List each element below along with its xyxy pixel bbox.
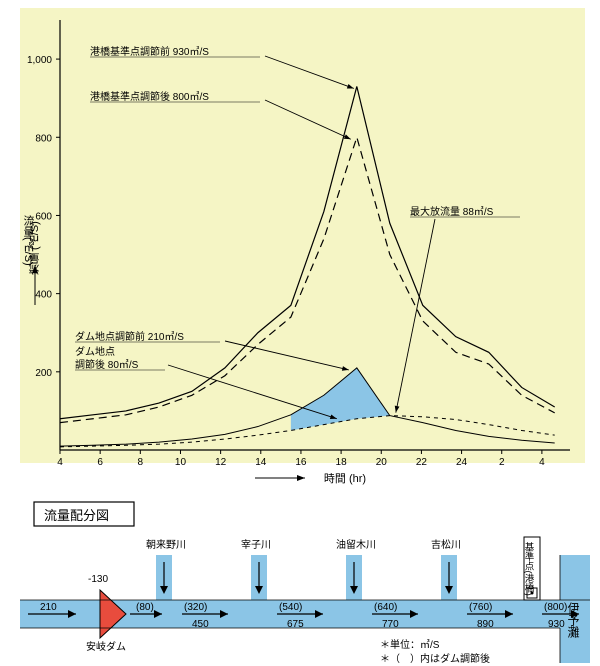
x-tick: 12 <box>215 457 227 468</box>
y-tick: 800 <box>35 133 52 144</box>
annot-a4: ダム地点調節前 210㎥/S <box>75 330 184 343</box>
annot-a5: ダム地点 <box>75 345 115 358</box>
figure: 2004006008001,000468101214161820222424時間… <box>0 0 600 666</box>
x-tick: 24 <box>456 457 468 468</box>
dam-inflow: 210 <box>40 602 57 613</box>
dist-title: 流量配分図 <box>44 508 109 523</box>
final-after: (800) <box>544 602 567 613</box>
annot-a1: 港橋基準点調節前 930㎥/S <box>90 45 209 58</box>
dam-name: 安岐ダム <box>86 640 126 653</box>
x-tick: 22 <box>416 457 428 468</box>
outlet-label: 伊予灘 <box>566 602 580 638</box>
y-tick: 600 <box>35 211 52 222</box>
trib-name: 吉松川 <box>431 538 461 551</box>
y-tick: 1,000 <box>27 55 52 66</box>
flow-mid: (320) <box>184 602 207 613</box>
x-tick: 4 <box>539 457 545 468</box>
flow-mid: (540) <box>279 602 302 613</box>
note1: ＊単位：㎥/S <box>380 638 440 651</box>
y-label-text: 流量(㎥/S) <box>22 214 35 266</box>
trib-name: 宰子川 <box>241 538 271 551</box>
x-tick: 20 <box>376 457 388 468</box>
flow-after0: (80) <box>136 602 154 613</box>
x-tick: 2 <box>499 457 505 468</box>
trib-name: 油留木川 <box>336 538 376 551</box>
chart-bg <box>20 8 585 463</box>
annot-a6: 調節後 80㎥/S <box>75 358 139 371</box>
y-tick: 200 <box>35 368 52 379</box>
x-tick: 8 <box>138 457 144 468</box>
x-tick: 14 <box>255 457 267 468</box>
note2: ＊（ ）内はダム調節後 <box>380 652 490 665</box>
trib-name: 朝来野川 <box>146 539 186 551</box>
x-tick: 16 <box>295 457 307 468</box>
flow-mid: (760) <box>469 602 492 613</box>
annot-a3: 最大放流量 88㎥/S <box>410 205 494 218</box>
x-tick: 10 <box>175 457 187 468</box>
x-label: 時間 (hr) <box>324 472 366 485</box>
flow-mid: (640) <box>374 602 397 613</box>
x-tick: 6 <box>97 457 103 468</box>
dam-reduce: -130 <box>88 574 108 585</box>
x-tick: 18 <box>336 457 348 468</box>
annot-a2: 港橋基準点調節後 800㎥/S <box>90 90 209 103</box>
dam-icon <box>100 590 126 638</box>
x-tick: 4 <box>57 457 63 468</box>
y-tick: 400 <box>35 290 52 301</box>
